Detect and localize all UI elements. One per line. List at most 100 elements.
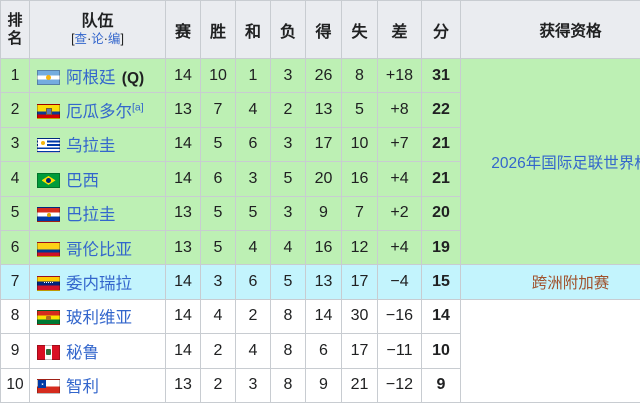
team-name-link[interactable]: 阿根廷	[66, 68, 116, 87]
column-header-team: 队伍 [查·论·编]	[29, 0, 166, 59]
row-won: 10	[200, 57, 236, 94]
team-name-link[interactable]: 乌拉圭	[66, 137, 116, 156]
row-team: 厄瓜多尔[a]	[29, 92, 166, 128]
row-points: 21	[421, 126, 461, 163]
flag-brazil-icon	[37, 172, 60, 188]
row-lost: 8	[270, 333, 306, 369]
row-goal-difference: +8	[377, 92, 422, 128]
row-goal-difference: +2	[377, 195, 422, 231]
qualification-cell	[460, 298, 640, 403]
row-team: 哥伦比亚	[29, 229, 166, 266]
column-header-played: 赛	[165, 0, 201, 59]
row-rank: 7	[0, 264, 30, 300]
row-lost: 3	[270, 126, 306, 163]
bracket-open: [	[71, 32, 75, 47]
qualification-link[interactable]: 2026年国际足联世界杯	[491, 154, 640, 172]
flag-peru-icon	[37, 344, 60, 360]
row-rank: 10	[0, 367, 30, 403]
flag-venezuela-icon	[37, 276, 60, 292]
row-goals-for: 9	[305, 367, 342, 403]
row-lost: 5	[270, 161, 306, 197]
column-header-goals-for: 得	[305, 0, 342, 59]
row-won: 5	[200, 229, 236, 266]
row-won: 2	[200, 333, 236, 369]
row-rank: 3	[0, 126, 30, 163]
team-edit-tools: [查·论·编]	[30, 32, 165, 47]
row-rank: 2	[0, 92, 30, 128]
talk-link[interactable]: 论	[91, 32, 104, 47]
row-goals-for: 6	[305, 333, 342, 369]
row-lost: 4	[270, 229, 306, 266]
row-goal-difference: −11	[377, 333, 422, 369]
column-header-rank: 排 名	[0, 0, 30, 59]
tools-separator-2: ·	[103, 32, 108, 47]
row-played: 14	[165, 298, 201, 335]
row-team: 乌拉圭	[29, 126, 166, 163]
row-played: 13	[165, 92, 201, 128]
row-goals-against: 17	[341, 264, 378, 300]
row-played: 13	[165, 229, 201, 266]
column-header-drawn: 和	[235, 0, 271, 59]
row-played: 14	[165, 333, 201, 369]
footnote-marker[interactable]: [a]	[132, 101, 144, 114]
flag-ecuador-icon	[37, 104, 60, 120]
row-goals-against: 5	[341, 92, 378, 128]
table-row: 6 哥伦比亚 13 5 4 4 16 12 +4 19	[0, 229, 640, 266]
row-team: 巴拉圭	[29, 195, 166, 231]
row-goal-difference: −12	[377, 367, 422, 403]
team-name-link[interactable]: 巴拉圭	[66, 206, 116, 225]
edit-link[interactable]: 编	[107, 32, 121, 47]
row-goal-difference: +4	[377, 161, 422, 197]
row-played: 14	[165, 126, 201, 163]
flag-bolivia-icon	[37, 310, 60, 326]
row-drawn: 3	[235, 367, 271, 403]
flag-paraguay-icon	[37, 207, 60, 223]
row-goals-for: 26	[305, 57, 342, 94]
table-header: 排 名 队伍 [查·论·编] 赛 胜 和 负 得 失 差 分 获得资格	[0, 0, 640, 59]
row-goals-against: 12	[341, 229, 378, 266]
row-rank: 5	[0, 195, 30, 231]
row-goal-difference: −16	[377, 298, 422, 335]
team-name-link[interactable]: 秘鲁	[66, 343, 99, 362]
playoff-label: 跨洲附加赛	[531, 275, 610, 293]
view-link[interactable]: 查	[74, 32, 88, 47]
row-goals-against: 8	[341, 57, 378, 94]
row-team: 巴西	[29, 161, 166, 197]
team-name-link[interactable]: 智利	[66, 378, 99, 397]
row-drawn: 3	[235, 161, 271, 197]
row-points: 9	[421, 367, 461, 403]
row-points: 21	[421, 161, 461, 197]
team-name-link[interactable]: 哥伦比亚	[66, 240, 132, 259]
row-rank: 1	[0, 57, 30, 94]
table-row: 4 巴西 14 6 3 5 20 16 +4 21	[0, 161, 640, 197]
row-goal-difference: +18	[377, 57, 422, 94]
column-header-won: 胜	[200, 0, 236, 59]
row-rank: 6	[0, 229, 30, 266]
row-lost: 8	[270, 367, 306, 403]
row-points: 15	[421, 264, 461, 300]
row-drawn: 4	[235, 229, 271, 266]
bracket-close: ]	[120, 32, 124, 47]
team-name-link[interactable]: 巴西	[66, 171, 99, 190]
row-goals-for: 17	[305, 126, 342, 163]
row-drawn: 6	[235, 264, 271, 300]
row-played: 14	[165, 264, 201, 300]
row-played: 13	[165, 367, 201, 403]
row-points: 22	[421, 92, 461, 128]
row-goals-for: 20	[305, 161, 342, 197]
team-name-link[interactable]: 委内瑞拉	[66, 275, 132, 294]
flag-argentina-icon	[37, 69, 60, 85]
row-goals-for: 13	[305, 92, 342, 128]
column-header-goals-against: 失	[341, 0, 378, 59]
team-name-link[interactable]: 玻利维亚	[66, 309, 132, 328]
row-goals-against: 10	[341, 126, 378, 163]
table-row: 7 委内瑞拉 14 3 6 5 13 17 −4 15 跨洲附加赛	[0, 264, 640, 300]
row-won: 7	[200, 92, 236, 128]
qualification-cell: 跨洲附加赛	[460, 264, 640, 300]
flag-colombia-icon	[37, 241, 60, 257]
table-row: 8 玻利维亚 14 4 2 8 14 30 −16 14	[0, 298, 640, 403]
team-name-link[interactable]: 厄瓜多尔	[66, 103, 132, 122]
row-goals-against: 21	[341, 367, 378, 403]
row-rank: 9	[0, 333, 30, 369]
row-points: 19	[421, 229, 461, 266]
